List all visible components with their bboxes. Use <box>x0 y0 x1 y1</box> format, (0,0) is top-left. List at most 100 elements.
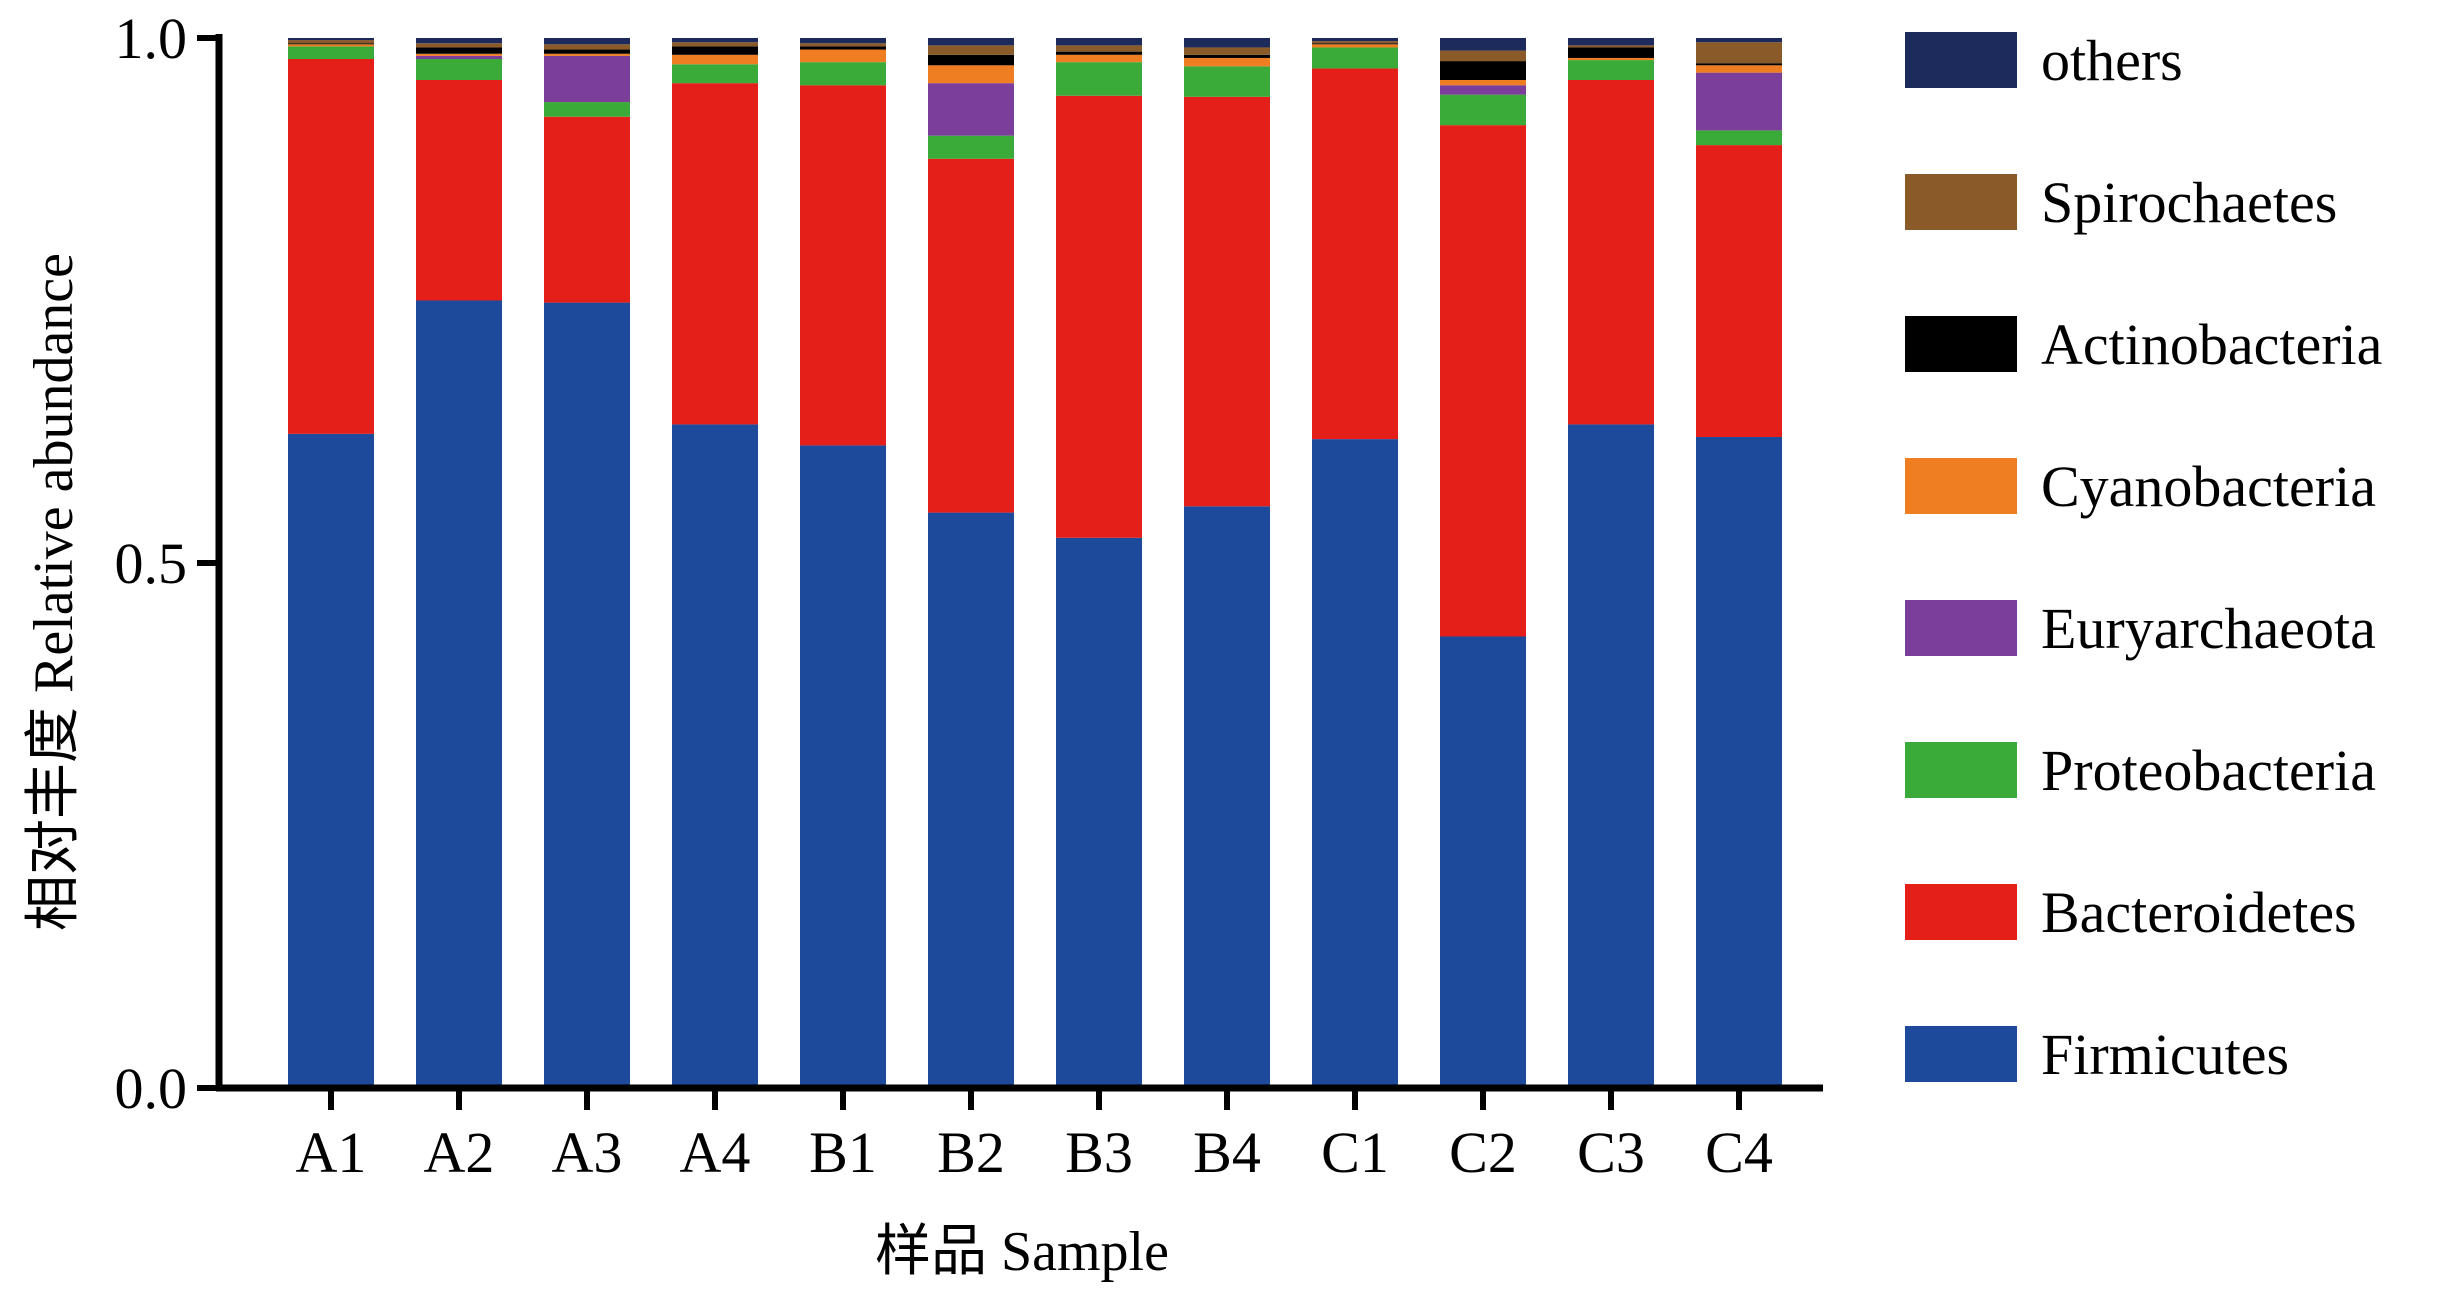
legend-label: Proteobacteria <box>2041 737 2376 803</box>
bar-segment-B2-spirochaetes <box>928 45 1014 55</box>
bar-segment-B1-actinobacteria <box>800 46 886 50</box>
legend-swatch <box>1905 884 2017 940</box>
bar-segment-C3-others <box>1568 38 1654 46</box>
bar-segment-C2-others <box>1440 38 1526 51</box>
bar-segment-C4-euryarchaeota <box>1696 72 1782 131</box>
bar-segment-B3-spirochaetes <box>1056 45 1142 52</box>
bar-segment-B3-bacteroidetes <box>1056 95 1142 538</box>
bar-segment-B4-firmicutes <box>1184 506 1270 1088</box>
bar-segment-B1-firmicutes <box>800 445 886 1088</box>
bar-segment-C1-proteobacteria <box>1312 47 1398 69</box>
bar-segment-A1-others <box>288 38 374 41</box>
bar-segment-A4-others <box>672 38 758 43</box>
bar-segment-C4-cyanobacteria <box>1696 65 1782 73</box>
x-tick-label-A4: A4 <box>680 1120 751 1185</box>
legend-swatch <box>1905 32 2017 88</box>
bar-segment-B1-others <box>800 38 886 44</box>
bar-segment-A1-spirochaetes <box>288 40 374 44</box>
bar-segment-A2-others <box>416 38 502 44</box>
bar-segment-C4-proteobacteria <box>1696 130 1782 146</box>
bar-segment-C3-proteobacteria <box>1568 60 1654 80</box>
legend-label: others <box>2041 27 2183 93</box>
bar-segment-A2-euryarchaeota <box>416 55 502 59</box>
bar-segment-B4-spirochaetes <box>1184 47 1270 55</box>
bar-segment-A3-bacteroidetes <box>544 116 630 303</box>
x-tick-label-B2: B2 <box>937 1120 1005 1185</box>
bar-segment-B2-others <box>928 38 1014 46</box>
legend-label: Bacteroidetes <box>2041 879 2357 945</box>
y-tick-label: 1.0 <box>115 6 188 71</box>
legend-item-others: others <box>1905 28 2183 93</box>
legend-item-euryarchaeota: Euryarchaeota <box>1905 596 2376 661</box>
bar-segment-C4-spirochaetes <box>1696 42 1782 64</box>
bar-segment-A2-cyanobacteria <box>416 53 502 56</box>
bar-segment-B2-actinobacteria <box>928 54 1014 66</box>
legend-label: Cyanobacteria <box>2041 453 2376 519</box>
bar-segment-A4-firmicutes <box>672 424 758 1088</box>
bar-segment-B2-firmicutes <box>928 512 1014 1088</box>
bar-segment-B1-bacteroidetes <box>800 85 886 446</box>
bar-segment-C2-actinobacteria <box>1440 61 1526 80</box>
legend-swatch <box>1905 1026 2017 1082</box>
bar-segment-A4-actinobacteria <box>672 46 758 55</box>
axes-group: 0.0 0.5 1.0 A1 A2 A3 A4 B1 B2 B3 B4 C1 C2 C3 C4 <box>115 6 1823 1185</box>
legend-swatch <box>1905 458 2017 514</box>
bar-segment-A4-bacteroidetes <box>672 83 758 425</box>
bar-segment-C2-spirochaetes <box>1440 50 1526 62</box>
x-tick-label-C3: C3 <box>1577 1120 1645 1185</box>
bar-segment-B3-actinobacteria <box>1056 51 1142 55</box>
bar-segment-C4-bacteroidetes <box>1696 145 1782 437</box>
bar-segment-A2-firmicutes <box>416 300 502 1088</box>
legend-item-proteobacteria: Proteobacteria <box>1905 738 2376 803</box>
legend-label: Spirochaetes <box>2041 169 2338 235</box>
x-tick-label-B1: B1 <box>809 1120 877 1185</box>
bar-segment-B3-firmicutes <box>1056 537 1142 1088</box>
bar-segment-A2-spirochaetes <box>416 43 502 48</box>
bar-segment-C2-cyanobacteria <box>1440 80 1526 86</box>
bar-segment-B1-spirochaetes <box>800 43 886 47</box>
bar-segment-C1-cyanobacteria <box>1312 44 1398 48</box>
bar-segment-A1-cyanobacteria <box>288 44 374 47</box>
bar-segment-B4-actinobacteria <box>1184 54 1270 58</box>
bar-segment-A2-actinobacteria <box>416 47 502 54</box>
bar-segment-C2-euryarchaeota <box>1440 85 1526 95</box>
x-tick-label-A3: A3 <box>552 1120 623 1185</box>
bar-segment-C1-spirochaetes <box>1312 41 1398 44</box>
bar-segment-C1-bacteroidetes <box>1312 68 1398 440</box>
x-tick-label-A2: A2 <box>424 1120 495 1185</box>
x-tick-label-B3: B3 <box>1065 1120 1133 1185</box>
bar-segment-A1-proteobacteria <box>288 46 374 59</box>
bar-segment-C3-spirochaetes <box>1568 45 1654 48</box>
bar-segment-C3-actinobacteria <box>1568 47 1654 58</box>
bar-segment-C3-cyanobacteria <box>1568 57 1654 61</box>
bar-segment-A4-cyanobacteria <box>672 54 758 65</box>
bar-segment-B2-cyanobacteria <box>928 65 1014 84</box>
y-axis-label: 相对丰度 Relative abundance <box>23 253 85 931</box>
bar-segment-B4-bacteroidetes <box>1184 96 1270 507</box>
bar-segment-C2-bacteroidetes <box>1440 125 1526 637</box>
bar-segment-C4-firmicutes <box>1696 437 1782 1088</box>
bar-segment-A3-firmicutes <box>544 302 630 1089</box>
legend-item-spirochaetes: Spirochaetes <box>1905 170 2337 235</box>
bar-segment-A3-actinobacteria <box>544 49 630 54</box>
bar-segment-B1-cyanobacteria <box>800 49 886 63</box>
bar-segment-A4-spirochaetes <box>672 42 758 47</box>
bar-segment-C4-others <box>1696 38 1782 43</box>
bar-segment-A3-spirochaetes <box>544 44 630 50</box>
bar-segment-B4-proteobacteria <box>1184 66 1270 97</box>
legend-swatch <box>1905 600 2017 656</box>
bar-segment-B3-cyanobacteria <box>1056 54 1142 63</box>
bar-segment-A1-actinobacteria <box>288 43 374 45</box>
y-tick-label: 0.5 <box>115 531 188 596</box>
x-tick-label-C2: C2 <box>1449 1120 1517 1185</box>
legend-item-bacteroidetes: Bacteroidetes <box>1905 880 2357 945</box>
bar-segment-A3-cyanobacteria <box>544 53 630 56</box>
bars-group <box>288 38 1782 1089</box>
bar-segment-B4-others <box>1184 38 1270 48</box>
x-tick-label-A1: A1 <box>296 1120 367 1185</box>
bar-segment-B3-others <box>1056 38 1142 46</box>
bar-segment-C1-firmicutes <box>1312 439 1398 1089</box>
bar-segment-A2-proteobacteria <box>416 59 502 80</box>
bar-segment-B2-proteobacteria <box>928 135 1014 159</box>
